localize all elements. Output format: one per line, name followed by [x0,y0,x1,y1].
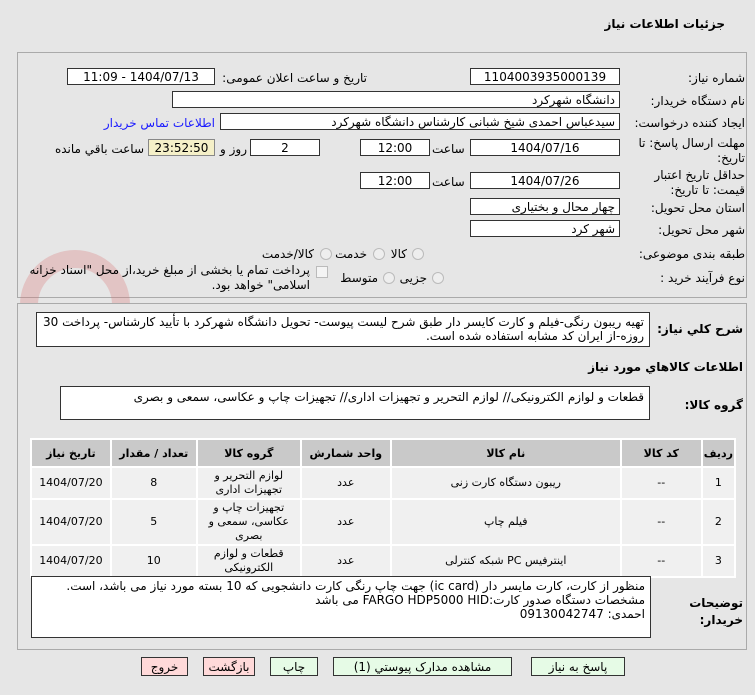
process-radio-medium[interactable] [383,272,395,284]
description-textarea[interactable]: تهیه ریبون رنگی-فیلم و کارت کایسر دار طب… [36,312,650,347]
back-button[interactable]: بازگشت [203,657,255,676]
remaining-time-field: 23:52:50 [148,139,215,156]
city-field: شهر کرد [470,220,620,237]
process-option-medium: متوسط [340,271,378,285]
deadline-time-label: ساعت [432,142,465,156]
col-header-group: گروه کالا [197,440,300,466]
validity-time-label: ساعت [432,175,465,189]
cell-name: فیلم چاپ [391,500,620,544]
validity-label: حداقل تاریخ اعتبار قیمت: تا تاریخ: [654,168,745,197]
cell-code: -- [621,546,701,576]
table-row: 1 -- ریبون دستگاه کارت زنی عدد لوازم التحریر… [32,468,734,498]
remaining-label: ساعت باقي مانده [54,142,144,156]
goods-table: ردیف کد کالا نام کالا واحد شمارش گروه کا… [30,438,736,578]
creator-field: سیدعباس احمدی شیخ شبانی کارشناس دانشگاه … [220,113,620,130]
notes-line: منظور از کارت، کارت مایسر دار (ic card) … [66,579,645,593]
col-header-date: تاریخ نیاز [32,440,110,466]
cell-name: اینترفیس PC شبکه کنترلی [391,546,620,576]
category-option-service: خدمت [335,247,367,261]
goods-group-textarea[interactable]: قطعات و لوازم الکترونیکی// لوازم التحریر… [60,386,650,420]
col-header-code: کد کالا [621,440,701,466]
table-row: 3 -- اینترفیس PC شبکه کنترلی عدد قطعات و لوا… [32,546,734,576]
col-header-unit: واحد شمارش [301,440,390,466]
deadline-label: مهلت ارسال پاسخ: تا تاریخ: [638,136,745,165]
need-number-field: 1104003935000139 [470,68,620,85]
treasury-payment-checkbox[interactable] [316,266,328,278]
province-label: استان محل تحویل: [650,201,745,215]
cell-group: قطعات و لوازم الکترونیکی [197,546,300,576]
notes-label: توضیحات خریدار: [689,596,743,627]
cell-unit: عدد [301,500,390,544]
exit-button[interactable]: خروج [141,657,188,676]
validity-date-field: 1404/07/26 [470,172,620,189]
days-field: 2 [250,139,320,156]
need-number-label: شماره نیاز: [688,71,745,85]
buyer-org-field: دانشگاه شهرکرد [172,91,620,108]
notes-textarea[interactable]: منظور از کارت، کارت مایسر دار (ic card) … [31,576,651,638]
deadline-date-field: 1404/07/16 [470,139,620,156]
category-radio-both[interactable] [320,248,332,260]
validity-time-field: 12:00 [360,172,430,189]
print-button[interactable]: چاپ [270,657,318,676]
col-header-row: ردیف [702,440,734,466]
view-attachments-button[interactable]: مشاهده مدارک پیوستي (1) [333,657,512,676]
category-radio-service[interactable] [373,248,385,260]
table-row: 2 -- فیلم چاپ عدد تجهیزات چاپ و عکاسی، سمعی … [32,500,734,544]
cell-row: 2 [702,500,734,544]
cell-qty: 10 [111,546,196,576]
cell-name: ریبون دستگاه کارت زنی [391,468,620,498]
deadline-time-field: 12:00 [360,139,430,156]
description-label: شرح کلي نياز: [657,322,743,336]
col-header-qty: تعداد / مقدار [111,440,196,466]
city-label: شهر محل تحویل: [658,223,745,237]
reply-button[interactable]: پاسخ به نیاز [531,657,625,676]
category-label: طبقه بندی موضوعی: [638,247,745,261]
cell-row: 1 [702,468,734,498]
contact-buyer-link[interactable]: اطلاعات تماس خریدار [103,116,215,130]
creator-label: ایجاد کننده درخواست: [634,116,745,130]
province-field: چهار محال و بختیاری [470,198,620,215]
cell-date: 1404/07/20 [32,468,110,498]
page-title: جزئیات اطلاعات نیاز [604,17,725,31]
cell-unit: عدد [301,468,390,498]
goods-info-title: اطلاعات كالاهاي مورد نياز [588,360,743,374]
payment-note: پرداخت تمام یا بخشی از مبلغ خرید،از محل … [29,263,310,292]
announce-label: تاریخ و ساعت اعلان عمومی: [222,71,367,85]
cell-group: تجهیزات چاپ و عکاسی، سمعی و بصری [197,500,300,544]
cell-date: 1404/07/20 [32,546,110,576]
cell-code: -- [621,468,701,498]
category-option-both: کالا/خدمت [261,247,314,261]
notes-line: مشخصات دستگاه صدور کارت:FARGO HDP5000 HI… [315,593,645,607]
process-label: نوع فرآیند خرید : [660,271,745,285]
process-radio-small[interactable] [432,272,444,284]
days-label: روز و [220,142,247,156]
category-option-goods: کالا [390,247,407,261]
cell-row: 3 [702,546,734,576]
cell-code: -- [621,500,701,544]
buyer-org-label: نام دستگاه خریدار: [650,94,746,108]
cell-date: 1404/07/20 [32,500,110,544]
goods-group-label: گروه کالا: [684,398,743,412]
category-radio-goods[interactable] [412,248,424,260]
process-option-small: جزیی [399,271,427,285]
notes-line: احمدی: 09130042747 [519,607,645,621]
header-bar [0,0,755,44]
cell-qty: 8 [111,468,196,498]
cell-unit: عدد [301,546,390,576]
cell-qty: 5 [111,500,196,544]
col-header-name: نام کالا [391,440,620,466]
announce-field: 1404/07/13 - 11:09 [67,68,215,85]
cell-group: لوازم التحریر و تجهیزات اداری [197,468,300,498]
